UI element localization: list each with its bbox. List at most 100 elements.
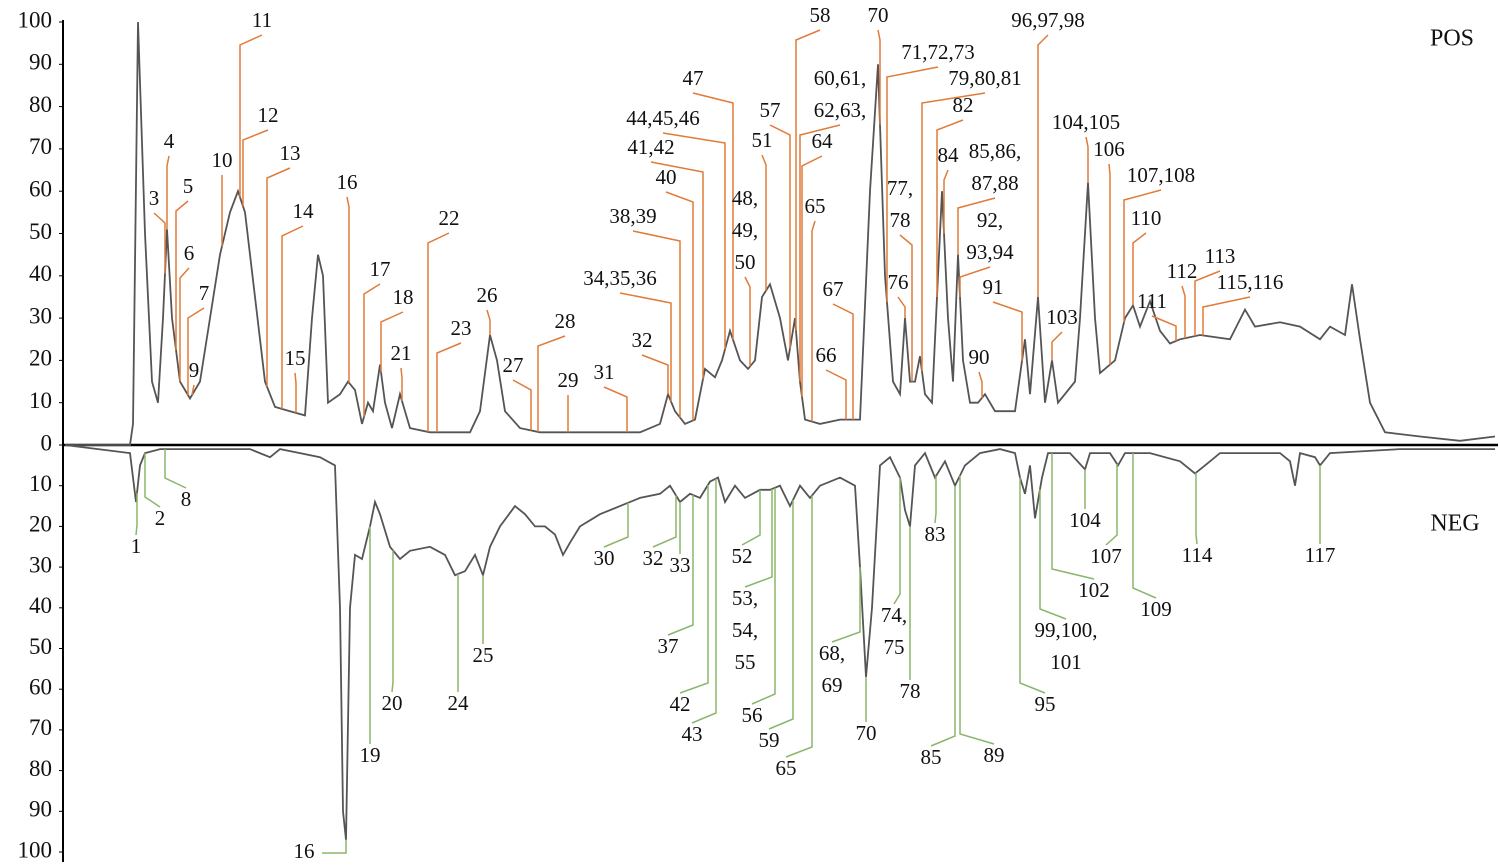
peak-label: 42 [670,692,691,716]
leader-line [893,477,901,605]
y2-tick-label: 50 [29,634,52,659]
leader-line [886,66,939,303]
leader-line [899,234,913,382]
leader-line [266,167,291,387]
leader-line [322,839,347,854]
trace [65,21,1496,446]
peak-label: 92, [977,208,1003,232]
peak-label: 111 [1137,289,1167,313]
peak-label: 102 [1078,578,1110,602]
y-tick-label: 80 [29,92,52,117]
leader-line [831,567,861,643]
peak-label: 109 [1140,597,1172,621]
leader-line [679,484,709,694]
leader-line [785,495,813,758]
leader-line [537,335,566,432]
y2-tick-label: 70 [29,715,52,740]
peak-label: 37 [658,634,679,658]
y2-tick-label: 60 [29,674,52,699]
leader-line [1051,331,1063,361]
leader-line [744,276,751,367]
leader-line [281,225,304,409]
peak-label: 112 [1167,259,1198,283]
leader-line [603,386,628,433]
peak-label: 18 [393,285,414,309]
leader-line [436,342,462,433]
peak-label: 68, [819,641,845,665]
peak-label: 74, [881,603,907,627]
y-tick-label: 60 [29,176,52,201]
leader-line [1105,463,1118,546]
y-tick-label: 30 [29,303,52,328]
peak-label: 93,94 [966,240,1014,264]
peak-label: 69 [822,673,843,697]
peak-label: 14 [293,199,315,223]
peak-label: 107,108 [1127,163,1195,187]
peak-label: 90 [969,345,990,369]
peak-label: 47 [683,66,704,90]
leader-line [992,301,1023,361]
peak-label: 3 [149,186,160,210]
y-tick-label: 10 [29,388,52,413]
leader-line [799,124,841,382]
peak-label: 28 [555,309,576,333]
peak-label: 96,97,98 [1011,8,1085,32]
peak-label: 75 [884,635,905,659]
leader-line [239,34,263,198]
peak-label: 24 [448,691,470,715]
peak-label: 110 [1131,206,1162,230]
peak-label: 26 [477,283,498,307]
y2-tick-label: 100 [18,837,53,862]
peak-label: 85,86, [969,139,1022,163]
leader-line [153,212,166,274]
leader-line [930,485,956,747]
y-tick-label: 50 [29,219,52,244]
leader-line [427,232,450,432]
leader-line [665,191,694,421]
leader-line [512,379,532,431]
peak-label: 57 [760,98,781,122]
leader-line [632,230,681,418]
peak-label: 48, [732,186,758,210]
leader-line [242,129,269,207]
leader-line [662,132,726,350]
leader-line [959,475,995,745]
leader-line [164,449,187,489]
leader-line [751,487,776,705]
peak-label: 106 [1093,137,1125,161]
peak-label: 30 [594,546,615,570]
y2-tick-label: 30 [29,552,52,577]
leader-line [1202,296,1251,336]
leader-line [957,197,996,255]
leader-line [1039,489,1067,620]
leader-line [936,119,964,297]
peak-label: 11 [252,8,272,32]
peak-label: 33 [670,553,691,577]
leader-line [1132,232,1147,306]
y-tick-label: 0 [41,430,53,455]
leader-line [191,384,195,396]
peak-label: 44,45,46 [626,106,700,130]
y-tick-label: 40 [29,261,52,286]
peak-label: 115,116 [1217,270,1284,294]
peak-label: 95 [1035,692,1056,716]
peak-label: 6 [184,241,195,265]
leader-line [175,200,189,350]
peak-label: 34,35,36 [583,266,657,290]
peak-label: 23 [451,316,472,340]
y2-tick-label: 90 [29,797,52,822]
peak-label: 103 [1046,305,1078,329]
leader-line [294,372,297,413]
peak-label: 50 [735,250,756,274]
peak-label: 65 [776,756,797,780]
y2-tick-label: 40 [29,593,52,618]
peak-label: 43 [682,722,703,746]
peak-label: 82 [953,93,974,117]
peak-label: 5 [183,174,194,198]
leader-line [1123,189,1162,323]
peak-label: 64 [812,129,834,153]
peak-label: 21 [391,341,412,365]
leader-line [1051,453,1095,580]
leader-line [897,296,906,319]
